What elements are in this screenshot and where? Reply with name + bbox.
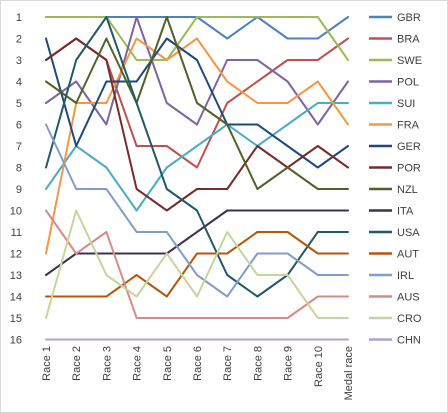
y-tick-label: 4 xyxy=(16,77,22,89)
series-line-nzl xyxy=(45,16,349,190)
legend: GBR BRA SWE POL SUI FRA GER POR NZL ITA USA AUT IRL A… xyxy=(369,12,422,347)
y-tick-label: 3 xyxy=(16,55,22,67)
y-tick-label: 16 xyxy=(10,335,22,347)
y-tick-label: 14 xyxy=(10,292,22,304)
x-tick-label: Race 9 xyxy=(283,346,295,381)
legend-label-cro: CRO xyxy=(397,313,422,325)
legend-label-usa: USA xyxy=(397,227,420,239)
series-lines xyxy=(45,16,349,341)
x-tick-label: Race 8 xyxy=(252,346,264,381)
x-tick-label: Race 6 xyxy=(192,346,204,381)
legend-label-aut: AUT xyxy=(397,249,419,261)
series-line-cro xyxy=(45,209,349,319)
legend-label-swe: SWE xyxy=(397,55,422,67)
y-tick-label: 8 xyxy=(16,163,22,175)
legend-label-chn: CHN xyxy=(397,335,421,347)
x-tick-label: Race 10 xyxy=(313,346,325,387)
x-tick-label: Race 1 xyxy=(41,346,53,381)
y-tick-label: 9 xyxy=(16,184,22,196)
legend-label-aus: AUS xyxy=(397,292,420,304)
legend-label-nzl: NZL xyxy=(397,184,418,196)
series-line-por xyxy=(45,37,349,212)
y-tick-label: 7 xyxy=(16,141,22,153)
y-tick-label: 5 xyxy=(16,98,22,110)
legend-label-pol: POL xyxy=(397,77,419,89)
legend-label-por: POR xyxy=(397,163,421,175)
x-tick-label: Race 3 xyxy=(101,346,113,381)
y-tick-label: 10 xyxy=(10,206,22,218)
x-tick-label: Race 2 xyxy=(71,346,83,381)
x-axis-ticks: Race 1 Race 2 Race 3 Race 4 Race 5 Race 6 Race… xyxy=(41,346,355,400)
x-tick-label: Medal race xyxy=(343,346,355,400)
x-tick-label: Race 5 xyxy=(162,346,174,381)
legend-label-sui: SUI xyxy=(397,98,415,110)
series-line-aut xyxy=(45,231,349,298)
series-line-gbr xyxy=(45,16,349,40)
series-line-swe xyxy=(45,16,349,61)
legend-label-fra: FRA xyxy=(397,120,420,132)
legend-label-ger: GER xyxy=(397,141,421,153)
y-tick-label: 2 xyxy=(16,34,22,46)
x-tick-label: Race 4 xyxy=(132,346,144,381)
legend-label-ita: ITA xyxy=(397,206,414,218)
series-line-irl xyxy=(45,123,349,298)
y-tick-label: 1 xyxy=(16,12,22,24)
series-line-aus xyxy=(45,209,349,319)
legend-label-irl: IRL xyxy=(397,270,414,282)
y-tick-label: 6 xyxy=(16,120,22,132)
x-tick-label: Race 7 xyxy=(222,346,234,381)
legend-label-gbr: GBR xyxy=(397,12,421,24)
series-line-sui xyxy=(45,102,349,212)
legend-label-bra: BRA xyxy=(397,34,420,46)
series-line-ger xyxy=(45,37,349,169)
y-tick-label: 15 xyxy=(10,313,22,325)
y-tick-label: 13 xyxy=(10,270,22,282)
y-tick-label: 11 xyxy=(11,227,22,239)
y-tick-label: 12 xyxy=(10,249,22,261)
